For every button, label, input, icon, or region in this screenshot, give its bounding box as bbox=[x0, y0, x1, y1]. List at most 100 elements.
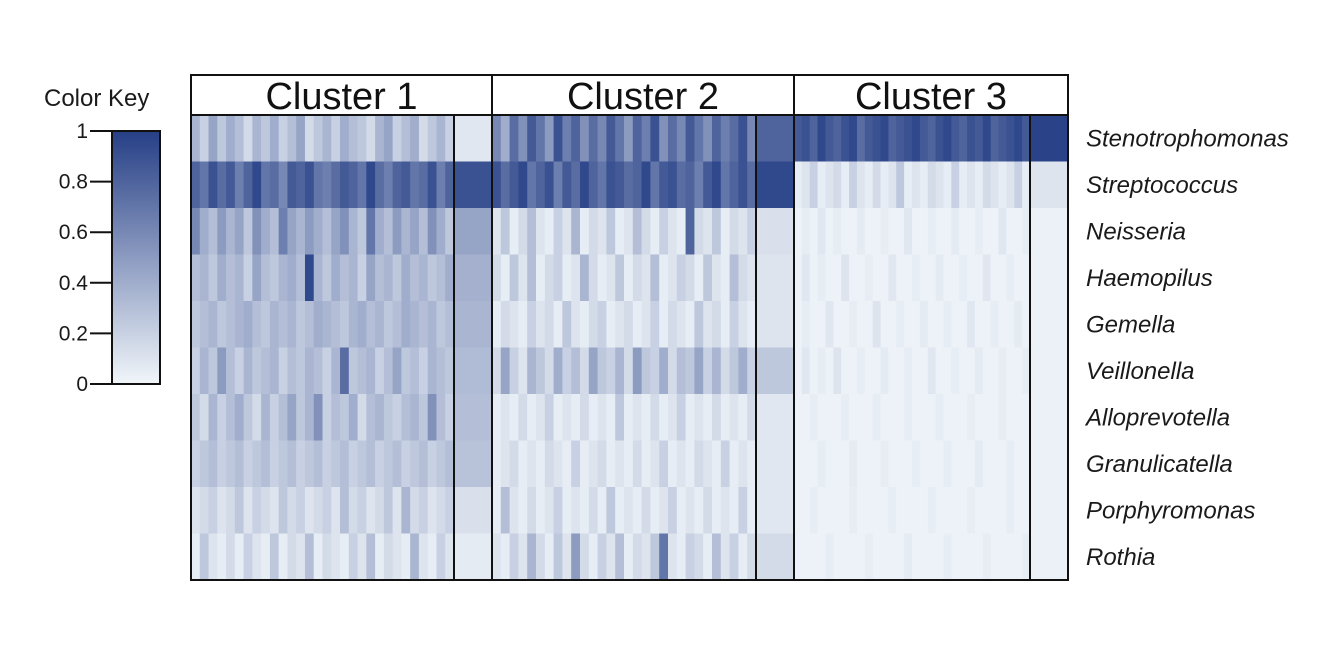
heatmap-cell bbox=[348, 394, 359, 442]
heatmap-cell bbox=[974, 347, 984, 395]
heatmap-cell bbox=[738, 254, 748, 302]
heatmap-cell bbox=[234, 301, 245, 349]
heatmap-cell bbox=[927, 347, 937, 395]
heatmap-cell bbox=[375, 161, 385, 209]
heatmap-cell bbox=[597, 394, 607, 442]
heatmap-cell bbox=[650, 208, 660, 256]
heatmap-cell bbox=[801, 487, 811, 535]
heatmap-cell bbox=[801, 254, 811, 302]
heatmap-cell bbox=[366, 347, 376, 395]
heatmap-cell bbox=[445, 115, 455, 163]
heatmap-cell bbox=[801, 208, 811, 256]
heatmap-cell bbox=[990, 487, 1000, 535]
heatmap-cell bbox=[544, 254, 555, 302]
heatmap-cell bbox=[738, 301, 748, 349]
heatmap-cell bbox=[668, 115, 678, 163]
heatmap-cell bbox=[912, 301, 921, 349]
heatmap-cell bbox=[553, 533, 563, 581]
heatmap-cell bbox=[287, 347, 297, 395]
heatmap-cell bbox=[252, 487, 262, 535]
heatmap-cell bbox=[896, 394, 905, 442]
heatmap-cell bbox=[694, 347, 704, 395]
heatmap-cell bbox=[919, 347, 929, 395]
heatmap-cell bbox=[959, 115, 968, 163]
heatmap-cell bbox=[685, 347, 695, 395]
heatmap-cell bbox=[659, 440, 669, 488]
heatmap-cell bbox=[880, 254, 889, 302]
heatmap-cell bbox=[500, 254, 511, 302]
heatmap-cell bbox=[712, 440, 722, 488]
heatmap-cell bbox=[974, 487, 984, 535]
heatmap-cell bbox=[849, 161, 858, 209]
heatmap-cell bbox=[801, 533, 811, 581]
heatmap-cell bbox=[904, 254, 913, 302]
cluster-mean-cell bbox=[1030, 161, 1068, 209]
heatmap-cell bbox=[357, 533, 367, 581]
heatmap-cell bbox=[967, 533, 976, 581]
heatmap-cell bbox=[720, 487, 731, 535]
cluster-mean-cell bbox=[454, 440, 492, 488]
heatmap-cell bbox=[287, 301, 297, 349]
heatmap-cell bbox=[410, 533, 420, 581]
heatmap-cell bbox=[641, 394, 651, 442]
heatmap-cell bbox=[1006, 161, 1015, 209]
heatmap-cell bbox=[841, 533, 850, 581]
heatmap-cell bbox=[615, 347, 625, 395]
heatmap-cell bbox=[864, 487, 874, 535]
heatmap-cell bbox=[509, 487, 519, 535]
heatmap-cell bbox=[833, 394, 842, 442]
heatmap-cell bbox=[375, 440, 385, 488]
heatmap-cell bbox=[712, 208, 722, 256]
cluster-mean-cell bbox=[1030, 487, 1068, 535]
heatmap-cell bbox=[278, 301, 289, 349]
heatmap-cell bbox=[896, 533, 905, 581]
heatmap-cell bbox=[436, 301, 446, 349]
heatmap-cell bbox=[606, 487, 616, 535]
heatmap-cell bbox=[606, 115, 616, 163]
heatmap-cell bbox=[794, 254, 803, 302]
cluster-mean-cell bbox=[756, 487, 794, 535]
heatmap-cell bbox=[580, 394, 590, 442]
heatmap-cell bbox=[261, 254, 271, 302]
heatmap-cell bbox=[191, 533, 201, 581]
heatmap-cell bbox=[919, 301, 929, 349]
cluster-mean-cell bbox=[756, 115, 794, 163]
heatmap-cell bbox=[366, 254, 376, 302]
heatmap-cell bbox=[974, 394, 984, 442]
cluster-mean-cell bbox=[756, 301, 794, 349]
heatmap-cell bbox=[849, 440, 858, 488]
heatmap-cell bbox=[331, 208, 341, 256]
heatmap-cell bbox=[685, 115, 695, 163]
cluster-mean-cell bbox=[1030, 533, 1068, 581]
heatmap-cell bbox=[243, 115, 253, 163]
heatmap-cell bbox=[794, 301, 803, 349]
cluster-mean-cell bbox=[756, 254, 794, 302]
heatmap-cell bbox=[747, 440, 757, 488]
heatmap-cell bbox=[998, 487, 1007, 535]
heatmap-cell bbox=[331, 161, 341, 209]
heatmap-cell bbox=[935, 208, 945, 256]
heatmap-cell bbox=[527, 301, 537, 349]
heatmap-cell bbox=[357, 254, 367, 302]
heatmap-cell bbox=[331, 533, 341, 581]
heatmap-cell bbox=[226, 161, 236, 209]
heatmap-cell bbox=[974, 115, 984, 163]
heatmap-cell bbox=[553, 440, 563, 488]
heatmap-cell bbox=[261, 487, 271, 535]
heatmap-cell bbox=[588, 487, 599, 535]
heatmap-cell bbox=[650, 254, 660, 302]
heatmap-cell bbox=[833, 161, 842, 209]
heatmap-cell bbox=[208, 394, 218, 442]
heatmap-cell bbox=[951, 254, 960, 302]
heatmap-cell bbox=[747, 254, 757, 302]
heatmap-cell bbox=[191, 254, 201, 302]
heatmap-cell bbox=[817, 161, 827, 209]
heatmap-cell bbox=[296, 301, 306, 349]
heatmap-cell bbox=[313, 533, 324, 581]
heatmap-cell bbox=[1006, 440, 1015, 488]
heatmap-cell bbox=[597, 115, 607, 163]
heatmap-cell bbox=[536, 301, 546, 349]
heatmap-cell bbox=[668, 301, 678, 349]
heatmap-cell bbox=[536, 161, 546, 209]
